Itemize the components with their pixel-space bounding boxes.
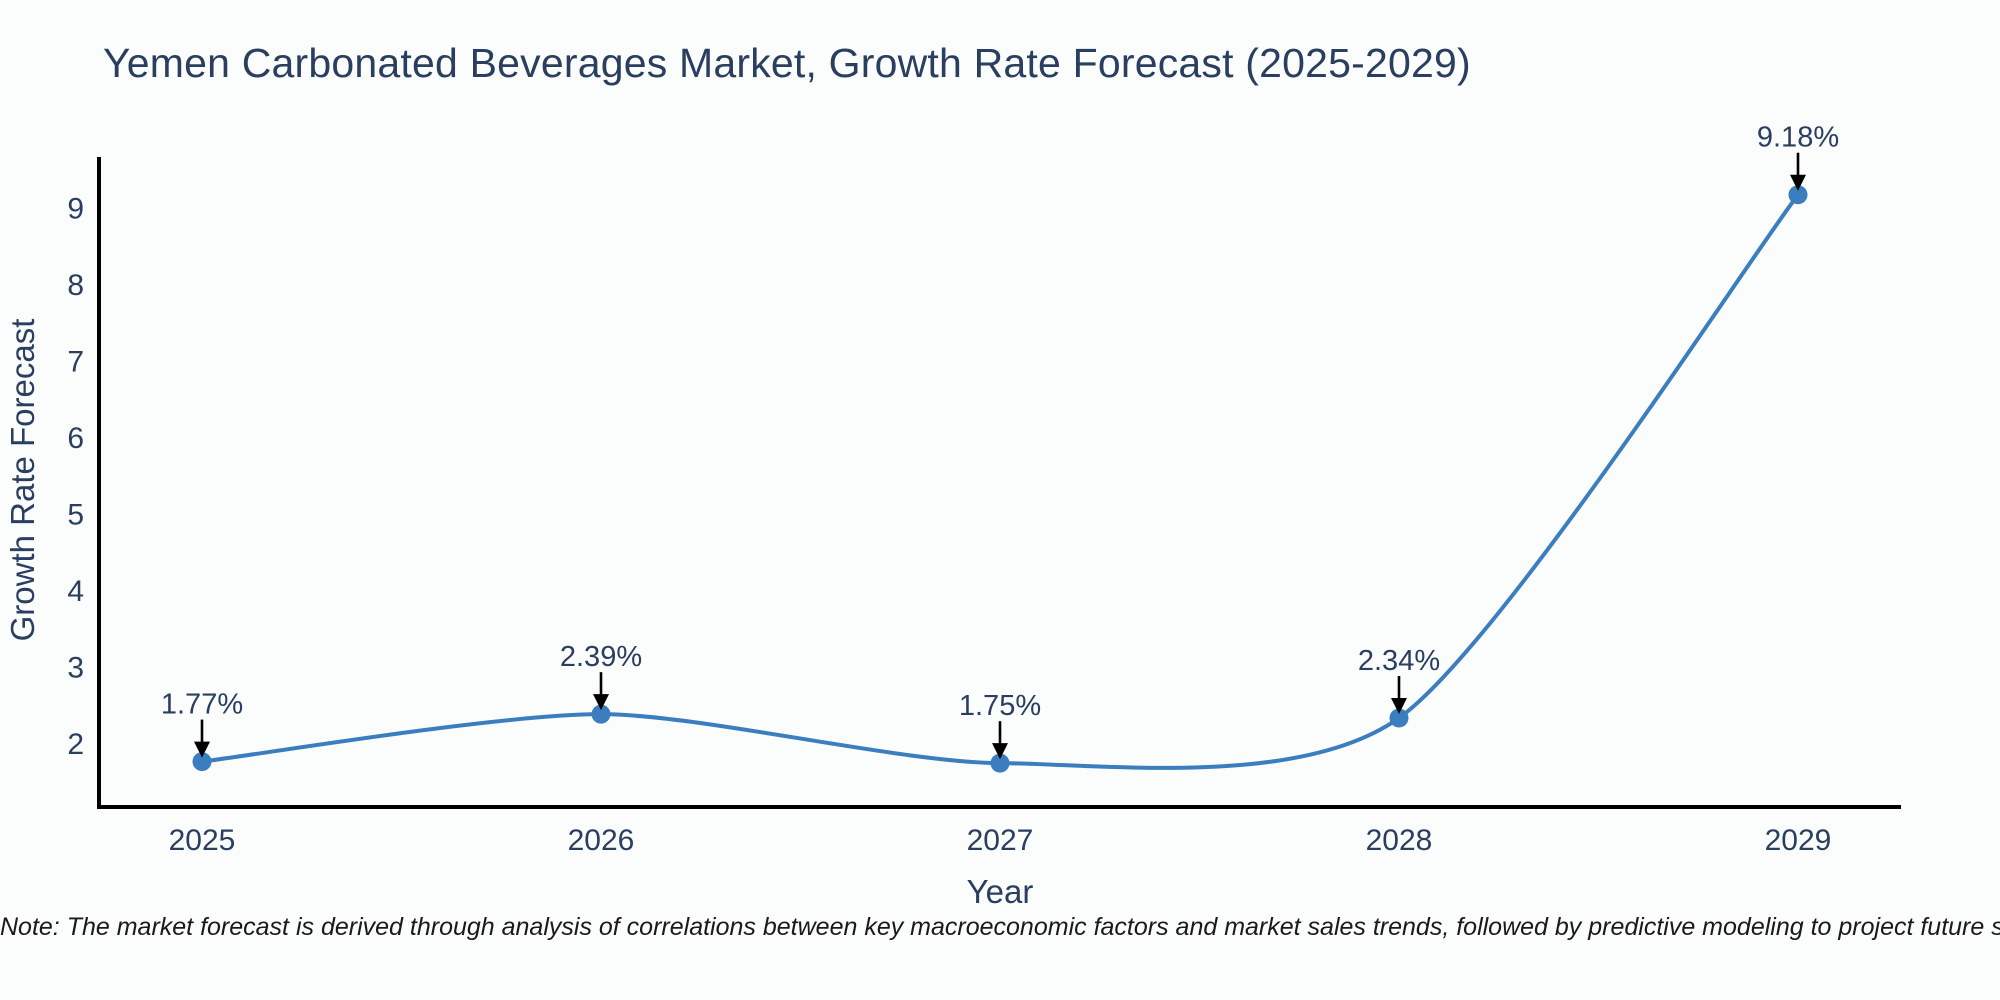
- y-tick-label: 3: [67, 652, 84, 685]
- footnote: Note: The market forecast is derived thr…: [0, 913, 2000, 941]
- annotation-arrow-head: [992, 743, 1008, 760]
- annotation-arrow-head: [1790, 174, 1806, 191]
- y-tick-label: 8: [67, 269, 84, 302]
- data-point[interactable]: [1788, 185, 1808, 205]
- point-annotation: 1.77%: [161, 689, 243, 721]
- y-tick-label: 9: [67, 193, 84, 226]
- annotation-arrow-head: [1391, 697, 1407, 714]
- x-tick-label: 2028: [1366, 824, 1433, 857]
- data-point[interactable]: [192, 752, 212, 772]
- x-tick-label: 2026: [568, 824, 635, 857]
- data-point[interactable]: [1389, 708, 1409, 728]
- forecast-line: [200, 192, 1800, 770]
- point-annotation: 2.34%: [1358, 645, 1440, 677]
- annotation-arrow-head: [593, 694, 609, 711]
- chart-title: Yemen Carbonated Beverages Market, Growt…: [103, 40, 1471, 86]
- data-point[interactable]: [591, 704, 611, 724]
- y-tick-label: 6: [67, 422, 84, 455]
- y-tick-label: 4: [67, 575, 84, 608]
- x-tick-label: 2029: [1765, 824, 1832, 857]
- point-annotation: 1.75%: [959, 690, 1041, 722]
- annotation-arrow-head: [194, 741, 210, 758]
- y-tick-label: 7: [67, 346, 84, 379]
- y-tick-label: 2: [67, 728, 84, 761]
- x-axis-title: Year: [967, 873, 1034, 910]
- x-tick-label: 2027: [967, 824, 1034, 857]
- point-annotation: 9.18%: [1757, 122, 1839, 154]
- point-annotation: 2.39%: [560, 641, 642, 673]
- y-tick-label: 5: [67, 499, 84, 532]
- data-point[interactable]: [990, 753, 1010, 773]
- x-tick-label: 2025: [169, 824, 236, 857]
- y-axis-title: Growth Rate Forecast: [4, 319, 41, 642]
